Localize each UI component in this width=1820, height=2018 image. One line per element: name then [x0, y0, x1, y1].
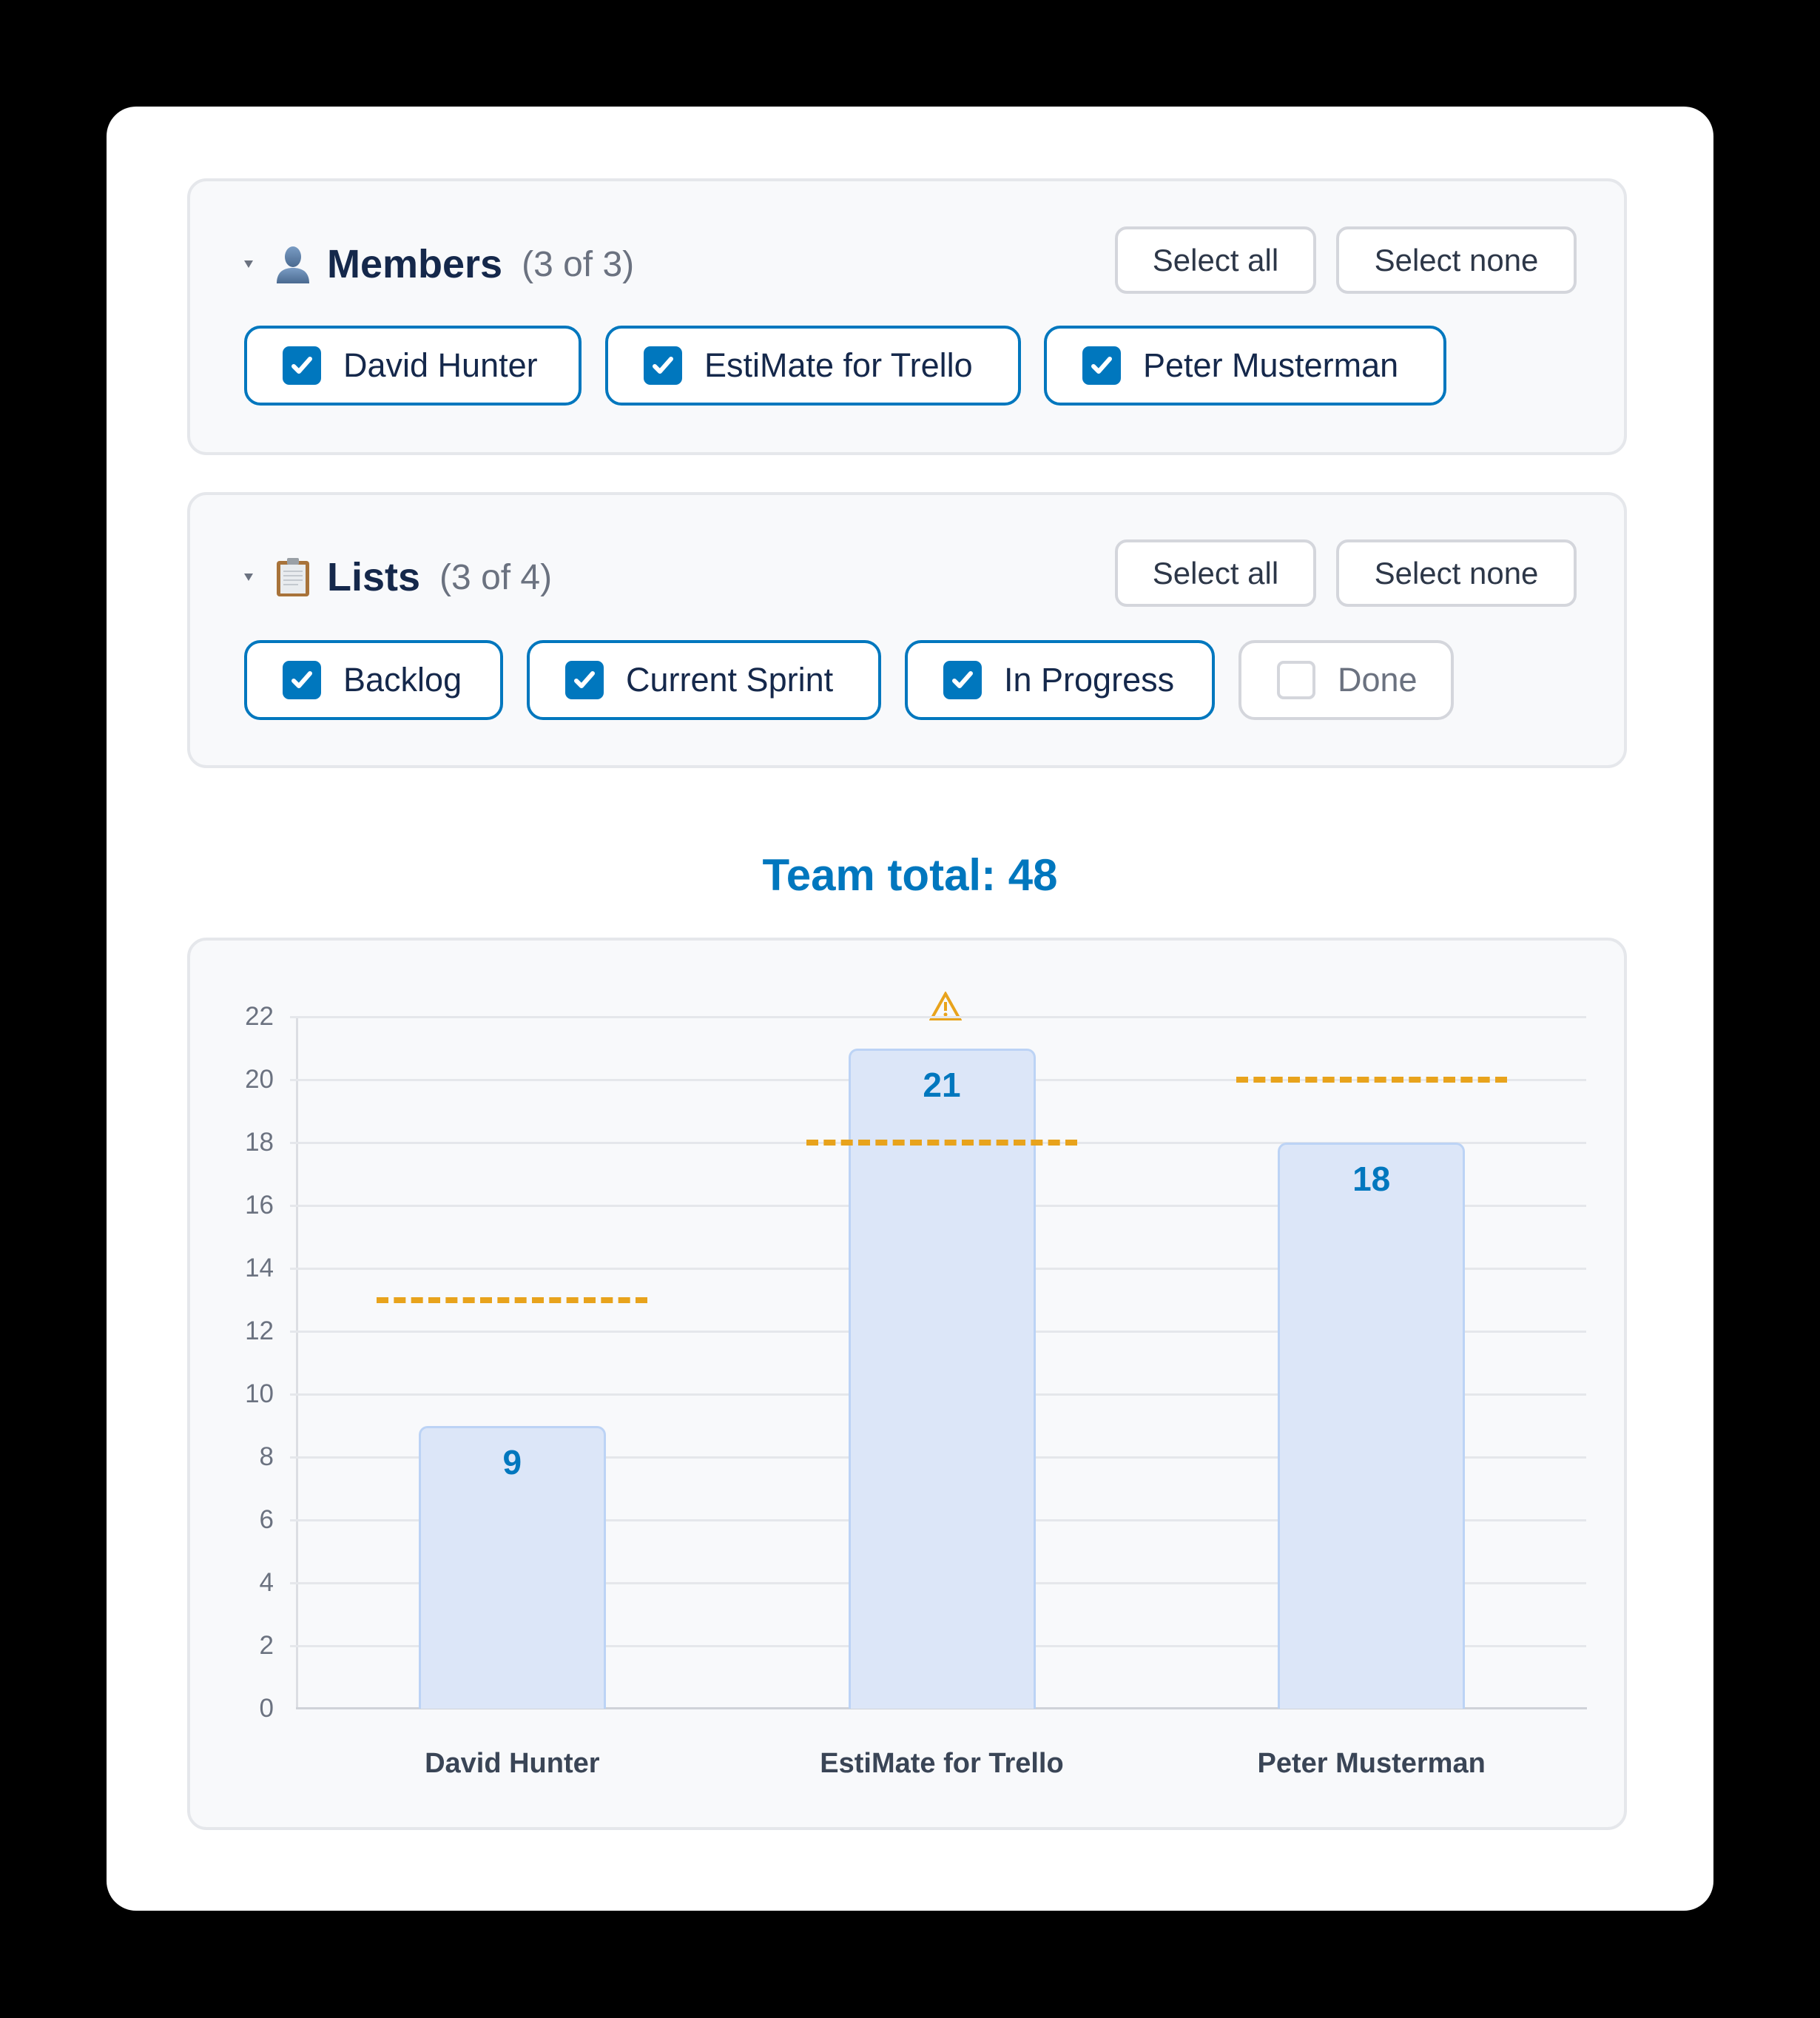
y-tick-label: 8 [259, 1442, 274, 1471]
team-total: Team total: 48 [762, 850, 1058, 900]
members-title: Members [327, 242, 503, 286]
collapse-caret-icon[interactable] [244, 574, 253, 581]
y-axis-line [296, 1017, 298, 1709]
y-tick-label: 10 [245, 1379, 274, 1408]
list-chip-backlog[interactable]: Backlog [244, 640, 503, 720]
list-chip-in-progress[interactable]: In Progress [905, 640, 1215, 720]
lists-select-none-button[interactable]: Select none [1336, 539, 1577, 607]
list-chip-current-sprint[interactable]: Current Sprint [527, 640, 881, 720]
checkbox-checked[interactable] [565, 661, 604, 699]
warning-icon [928, 990, 963, 1025]
y-tick-label: 6 [259, 1505, 274, 1534]
bar-peter-musterman[interactable] [1278, 1143, 1466, 1709]
chip-label: In Progress [1004, 661, 1175, 699]
lists-filter-card [187, 492, 1627, 768]
members-header[interactable]: Members (3 of 3) [244, 238, 634, 290]
x-tick-label: David Hunter [425, 1748, 600, 1779]
bar-david-hunter[interactable] [418, 1425, 606, 1709]
checkbox-checked[interactable] [644, 346, 682, 385]
person-silhouette-icon [272, 243, 314, 285]
x-tick-label: EstiMate for Trello [820, 1748, 1064, 1779]
members-filter-card [187, 178, 1627, 455]
chip-label: David Hunter [343, 346, 538, 384]
chip-label: Current Sprint [626, 661, 834, 699]
target-line [377, 1296, 648, 1303]
lists-select-all-button[interactable]: Select all [1115, 539, 1316, 607]
y-tick-label: 0 [259, 1694, 274, 1723]
checkbox-checked[interactable] [283, 346, 321, 385]
lists-count: (3 of 4) [439, 557, 553, 597]
members-count: (3 of 3) [522, 244, 635, 284]
target-line [1236, 1077, 1507, 1083]
chip-label: EstiMate for Trello [704, 346, 973, 384]
x-tick-label: Peter Musterman [1257, 1748, 1486, 1779]
checkbox-checked[interactable] [943, 661, 982, 699]
members-select-none-button[interactable]: Select none [1336, 226, 1577, 294]
chip-label: Peter Musterman [1143, 346, 1399, 384]
member-chip-peter-musterman[interactable]: Peter Musterman [1044, 326, 1446, 406]
list-chip-done[interactable]: Done [1238, 640, 1454, 720]
collapse-caret-icon[interactable] [244, 260, 253, 268]
chip-label: Backlog [343, 661, 462, 699]
checkbox-unchecked[interactable] [1277, 661, 1315, 699]
members-select-all-button[interactable]: Select all [1115, 226, 1316, 294]
lists-header[interactable]: Lists (3 of 4) [244, 551, 552, 603]
lists-title: Lists [327, 555, 421, 599]
y-tick-label: 20 [245, 1065, 274, 1094]
bar-value-label: 18 [1352, 1160, 1391, 1198]
y-tick-label: 16 [245, 1191, 274, 1220]
checkbox-checked[interactable] [283, 661, 321, 699]
y-tick-label: 12 [245, 1316, 274, 1345]
y-tick-label: 4 [259, 1568, 274, 1597]
bar-estimate-for-trello[interactable] [848, 1048, 1036, 1709]
y-tick-label: 2 [259, 1631, 274, 1660]
checkbox-checked[interactable] [1082, 346, 1121, 385]
bar-value-label: 9 [502, 1442, 522, 1481]
target-line [806, 1140, 1077, 1146]
clipboard-icon [272, 556, 314, 598]
chip-label: Done [1338, 661, 1418, 699]
member-chip-david-hunter[interactable]: David Hunter [244, 326, 582, 406]
member-chip-estimate-for-trello[interactable]: EstiMate for Trello [605, 326, 1021, 406]
y-tick-label: 18 [245, 1128, 274, 1157]
y-tick-label: 22 [245, 1002, 274, 1031]
gridline [290, 1016, 1586, 1018]
bar-value-label: 21 [923, 1065, 961, 1104]
y-tick-label: 14 [245, 1254, 274, 1282]
